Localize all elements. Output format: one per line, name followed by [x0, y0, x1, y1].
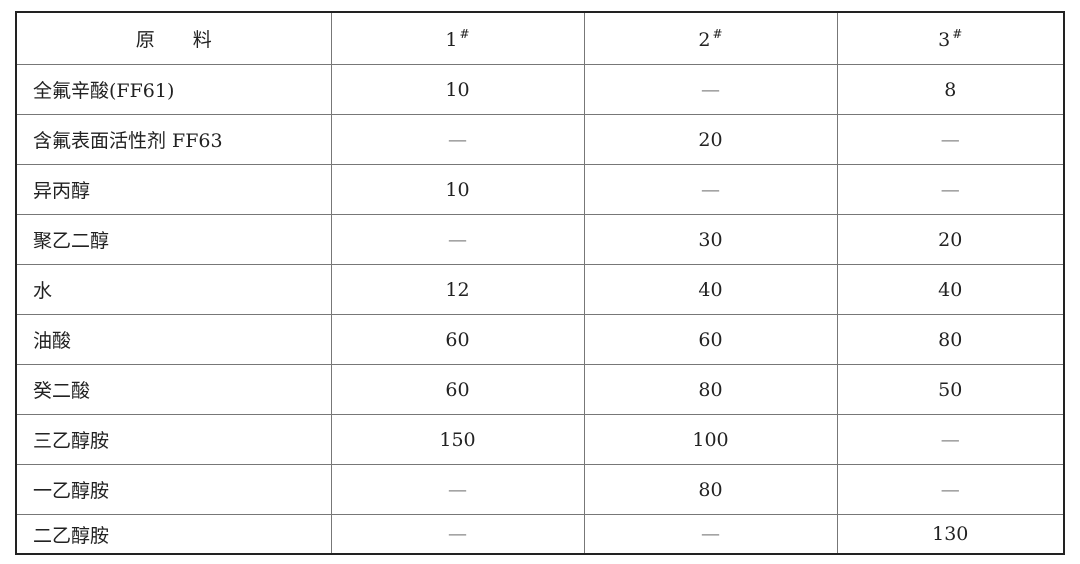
header-col-1-mark: #: [459, 26, 470, 41]
amount-cell-3: —: [836, 414, 1065, 465]
material-name: 二乙醇胺: [15, 514, 332, 555]
header-material-label: 原 料: [135, 29, 212, 51]
amount-cell-1: 10: [330, 164, 585, 215]
table-row: 全氟辛酸(FF61) 10—8: [15, 64, 1065, 115]
amount-cell-2: 40: [583, 264, 838, 315]
material-name: 癸二酸: [15, 364, 332, 415]
header-material: 原 料: [15, 11, 332, 65]
amount-cell-1: —: [330, 214, 585, 265]
header-col-3-label: 3: [938, 28, 951, 51]
material-name: 一乙醇胺: [15, 464, 332, 515]
amount-cell-2: 100: [583, 414, 838, 465]
header-row: 原 料 1 # 2 # 3 #: [15, 11, 1065, 65]
table-row: 油酸 60 60 80: [15, 314, 1065, 365]
material-name: 油酸: [15, 314, 332, 365]
amount-cell-3: 20: [836, 214, 1065, 265]
header-col-2-mark: #: [712, 26, 723, 41]
amount-cell-2: 80: [583, 464, 838, 515]
table-row: 癸二酸 60 80 50: [15, 364, 1065, 415]
amount-cell-3: —: [836, 164, 1065, 215]
amount-cell-2: —: [583, 64, 838, 115]
table-row: 异丙醇 10— —: [15, 164, 1065, 215]
amount-cell-2: —: [583, 164, 838, 215]
amount-cell-1: 10: [330, 64, 585, 115]
material-name: 全氟辛酸(FF61): [15, 64, 332, 115]
table-row: 聚乙二醇 —30 20: [15, 214, 1065, 265]
amount-cell-2: —: [583, 514, 838, 555]
header-col-1: 1 #: [330, 11, 585, 65]
amount-cell-1: —: [330, 114, 585, 165]
material-name: 含氟表面活性剂 FF63: [15, 114, 332, 165]
amount-cell-2: 20: [583, 114, 838, 165]
amount-cell-1: —: [330, 464, 585, 515]
table-row: 一乙醇胺 —80—: [15, 464, 1065, 515]
header-col-3: 3 #: [836, 11, 1065, 65]
amount-cell-3: 80: [836, 314, 1065, 365]
amount-cell-1: 60: [330, 314, 585, 365]
header-col-2: 2 #: [583, 11, 838, 65]
header-col-2-label: 2: [698, 28, 711, 51]
header-col-3-mark: #: [952, 26, 963, 41]
amount-cell-1: 60: [330, 364, 585, 415]
table-row: 二乙醇胺 — —130: [15, 514, 1065, 555]
amount-cell-2: 80: [583, 364, 838, 415]
table-row: 含氟表面活性剂 FF63—20—: [15, 114, 1065, 165]
material-name: 异丙醇: [15, 164, 332, 215]
amount-cell-3: —: [836, 114, 1065, 165]
amount-cell-3: 8: [836, 64, 1065, 115]
header-col-1-label: 1: [445, 28, 458, 51]
amount-cell-1: —: [330, 514, 585, 555]
amount-cell-2: 60: [583, 314, 838, 365]
amount-cell-2: 30: [583, 214, 838, 265]
amount-cell-1: 150: [330, 414, 585, 465]
formulation-table: 原 料 1 # 2 # 3 # 全氟辛酸(FF61) 10—8 含氟表面活性剂 FF63—…: [15, 11, 1065, 555]
material-name: 水: [15, 264, 332, 315]
material-name: 三乙醇胺: [15, 414, 332, 465]
amount-cell-3: 50: [836, 364, 1065, 415]
amount-cell-1: 12: [330, 264, 585, 315]
amount-cell-3: 40: [836, 264, 1065, 315]
material-name: 聚乙二醇: [15, 214, 332, 265]
table-row: 三乙醇胺 150 100—: [15, 414, 1065, 465]
table-row: 水 12 40 40: [15, 264, 1065, 315]
amount-cell-3: 130: [836, 514, 1065, 555]
amount-cell-3: —: [836, 464, 1065, 515]
